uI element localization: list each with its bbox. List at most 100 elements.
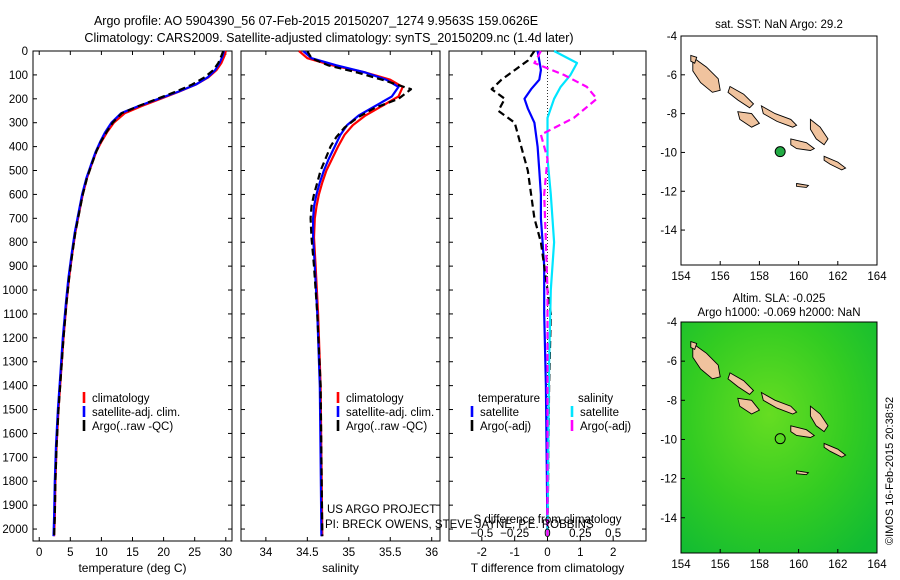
island-new-georgia (737, 397, 761, 415)
plot-frame (32, 50, 233, 542)
plot-frame (240, 50, 441, 542)
legend-title: temperature (478, 393, 540, 405)
legend-label: Argo(-adj) (480, 421, 531, 433)
x-tick-label: -1 (510, 547, 520, 559)
sla-map-panel: 154 156 158 160 162 164 -4 -6 -8 -10 -12 -14 Altim. … (660, 293, 887, 571)
y-tick-label: 800 (9, 237, 28, 249)
legend-label: Argo(..raw -QC) (346, 421, 427, 433)
series-line-salinity-argo-adj- (533, 50, 598, 537)
island-buka (690, 340, 698, 351)
island-santa-isabel (760, 391, 798, 415)
legend-label: climatology (92, 393, 150, 405)
credits-line-1: US ARGO PROJECT (327, 504, 436, 516)
legend-label: satellite-adj. clim. (92, 407, 180, 419)
map-title-line-2: Argo h1000: -0.069 h2000: NaN (697, 307, 860, 319)
island-guadalcanal (790, 425, 816, 438)
y-tick-label: 1500 (2, 405, 28, 417)
lon-tick-label: 156 (711, 271, 730, 283)
island-bougainville (692, 56, 721, 93)
lon-tick-label: 158 (750, 271, 769, 283)
lon-tick-label: 156 (711, 559, 730, 571)
legend-label: Argo(-adj) (580, 421, 631, 433)
island-rennell (796, 182, 810, 188)
x-tick-label: 10 (95, 547, 108, 559)
lon-tick-label: 162 (828, 559, 847, 571)
timestamp-label: ©IMOS 16-Feb-2015 20:38:52 (884, 397, 896, 545)
x-tick-label: 30 (219, 547, 232, 559)
lat-tick-label: -12 (660, 186, 677, 198)
credits-line-2: PI: BRECK OWENS, STEVE JAYNE, P.E. ROBBI… (325, 519, 594, 531)
x-axis-label: temperature (deg C) (78, 561, 186, 575)
x-axis-label: T difference from climatology (471, 561, 625, 575)
series-line-argo-raw-qc- (306, 50, 413, 537)
lon-tick-label: 162 (828, 271, 847, 283)
x-tick-label: 34 (259, 547, 272, 559)
argo-float-marker (774, 146, 786, 158)
x-tick-label: 34.5 (296, 547, 318, 559)
y-tick-label: 1100 (3, 309, 28, 321)
x-tick-label: -2 (477, 547, 487, 559)
map-frame (680, 35, 878, 266)
lon-tick-label: 160 (789, 271, 808, 283)
x-tick-label: 35.5 (379, 547, 401, 559)
island-choiseul (727, 372, 755, 395)
legend-title: salinity (578, 393, 613, 405)
y-tick-label: 600 (9, 189, 28, 201)
lat-tick-label: -14 (660, 225, 677, 237)
x-tick-label: 0 (36, 547, 42, 559)
legend-label: Argo(..raw -QC) (92, 421, 173, 433)
legend-label: satellite (580, 407, 619, 419)
lon-tick-label: 164 (867, 271, 887, 283)
y-tick-label: 1000 (2, 285, 28, 297)
map-title-line-1: Altim. SLA: -0.025 (733, 293, 826, 305)
island-makira (823, 442, 847, 458)
salinity-tick-label: 0 (544, 528, 550, 540)
lat-tick-label: -14 (660, 513, 677, 525)
salinity-tick-label: −0.25 (500, 528, 529, 540)
lon-tick-label: 158 (750, 559, 769, 571)
island-guadalcanal (790, 138, 816, 151)
lat-tick-label: -4 (667, 31, 678, 43)
x-tick-label: 1 (577, 547, 583, 559)
island-new-georgia (737, 111, 761, 128)
y-tick-label: 0 (22, 46, 28, 58)
y-tick-label: 1400 (2, 381, 28, 393)
lat-tick-label: -10 (660, 147, 677, 159)
y-tick-label: 400 (9, 142, 28, 154)
figure-title-line-1: Argo profile: AO 5904390_56 07-Feb-2015 … (94, 14, 538, 28)
island-buka (690, 54, 698, 64)
x-axis-label: salinity (322, 561, 359, 575)
lat-tick-label: -8 (667, 109, 677, 121)
legend-label: satellite (480, 407, 519, 419)
y-tick-label: 1800 (2, 476, 28, 488)
lon-tick-label: 154 (671, 271, 691, 283)
series-line-temperature-satellite (523, 50, 549, 537)
lat-tick-label: -12 (660, 474, 677, 486)
y-tick-label: 1700 (2, 452, 28, 464)
lat-tick-label: -8 (667, 395, 677, 407)
x-tick-label: 15 (126, 547, 139, 559)
salinity-profile-panel: 34 34.5 35 35.5 36 salinity climatology satelli… (240, 50, 441, 575)
y-tick-label: 1900 (2, 500, 28, 512)
difference-profile-panel: -2 -1 0 1 2 T difference from climatology S di… (448, 50, 647, 575)
temperature-profile-panel: 0 5 10 15 20 25 300100200300400500600700800900… (2, 46, 233, 575)
y-tick-label: 200 (9, 94, 28, 106)
salinity-tick-label: 0.25 (569, 528, 591, 540)
lon-tick-label: 160 (789, 559, 808, 571)
y-tick-label: 1200 (2, 333, 28, 345)
x-tick-label: 2 (610, 547, 616, 559)
map-title: sat. SST: NaN Argo: 29.2 (715, 19, 843, 31)
lat-tick-label: -10 (660, 434, 677, 446)
y-tick-label: 2000 (2, 524, 28, 536)
lat-tick-label: -4 (667, 317, 678, 329)
island-santa-isabel (760, 104, 798, 128)
salinity-tick-label: −0.5 (470, 528, 493, 540)
lon-tick-label: 154 (671, 559, 691, 571)
x-tick-label: 20 (157, 547, 170, 559)
y-tick-label: 1600 (2, 428, 28, 440)
legend-label: satellite-adj. clim. (346, 407, 434, 419)
series-line-salinity-satellite (546, 50, 579, 537)
y-tick-label: 1300 (2, 357, 28, 369)
sst-map-panel: 154 156 158 160 162 164 -4 -6 -8 -10 -12 -14 sat. SS… (660, 19, 887, 283)
